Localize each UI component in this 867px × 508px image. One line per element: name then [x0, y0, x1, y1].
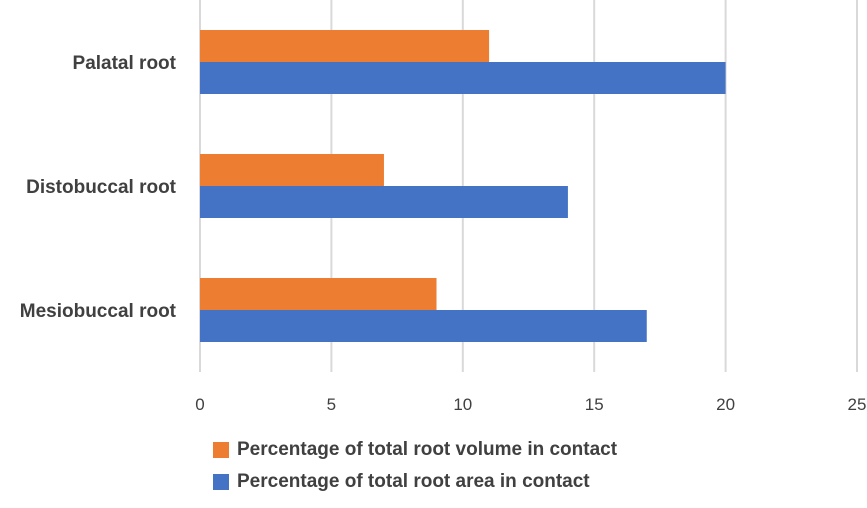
- x-tick-labels: 0 5 10 15 20 25: [195, 395, 866, 414]
- legend-swatch-area: [213, 474, 229, 490]
- bar-chart: Mesiobuccal root Distobuccal root Palatal …: [20, 0, 866, 414]
- x-tick-label: 10: [453, 395, 472, 414]
- x-tick-label: 5: [327, 395, 336, 414]
- legend-label-area: Percentage of total root area in contact: [237, 471, 590, 492]
- legend-label-volume: Percentage of total root volume in conta…: [237, 439, 618, 460]
- category-label: Distobuccal root: [26, 177, 177, 198]
- legend-item-volume: Percentage of total root volume in conta…: [213, 436, 617, 464]
- x-tick-label: 0: [195, 395, 204, 414]
- x-tick-label: 15: [585, 395, 604, 414]
- x-tick-label: 25: [848, 395, 867, 414]
- legend-item-area: Percentage of total root area in contact: [213, 468, 617, 496]
- category-label: Palatal root: [73, 53, 177, 74]
- legend-swatch-volume: [213, 442, 229, 458]
- category-label: Mesiobuccal root: [20, 301, 177, 322]
- bar-volume-mesiobuccal-root: [200, 278, 437, 310]
- x-tick-label: 20: [716, 395, 735, 414]
- bar-area-palatal-root: [200, 62, 726, 94]
- bar-volume-distobuccal-root: [200, 154, 384, 186]
- category-labels: Mesiobuccal root Distobuccal root Palatal …: [20, 53, 177, 322]
- legend: Percentage of total root volume in conta…: [213, 436, 617, 500]
- bar-volume-palatal-root: [200, 30, 490, 62]
- bars: [200, 30, 726, 342]
- bar-area-mesiobuccal-root: [200, 310, 647, 342]
- bar-area-distobuccal-root: [200, 186, 568, 218]
